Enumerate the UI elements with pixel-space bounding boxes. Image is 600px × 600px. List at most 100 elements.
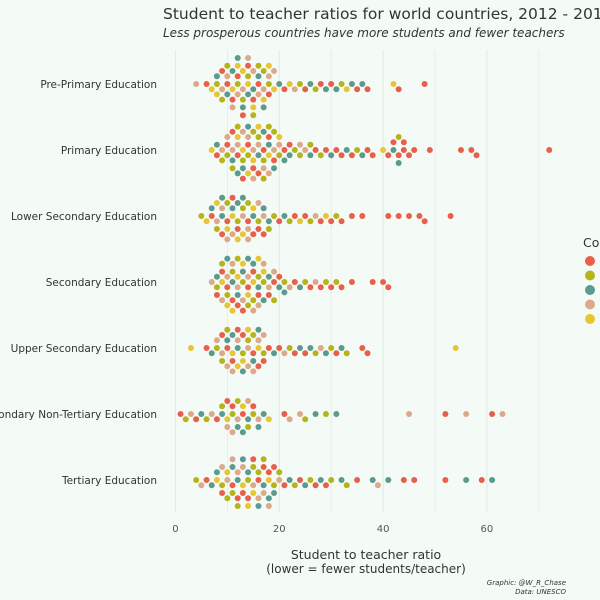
data-point [208, 279, 215, 285]
data-point [255, 284, 262, 291]
data-point [219, 403, 226, 410]
data-point [260, 165, 267, 172]
data-point [234, 345, 241, 351]
data-point [406, 213, 413, 219]
data-point [239, 147, 246, 153]
data-point [260, 86, 267, 93]
data-point [187, 345, 194, 351]
data-point [250, 268, 257, 275]
data-point [276, 218, 283, 225]
data-point [322, 279, 329, 285]
data-point [359, 345, 366, 351]
data-point [333, 213, 340, 219]
data-point [224, 255, 231, 262]
data-point [276, 81, 283, 87]
data-point [245, 302, 252, 309]
data-point [229, 490, 236, 496]
data-point [245, 62, 252, 69]
data-point [245, 236, 252, 243]
data-point [234, 469, 241, 476]
data-point [250, 411, 257, 417]
data-point [234, 226, 241, 232]
data-point [239, 96, 246, 103]
data-point [245, 141, 252, 148]
data-point [219, 332, 226, 338]
data-point [291, 147, 298, 153]
data-point [250, 368, 257, 375]
data-point [364, 147, 371, 153]
data-point [229, 297, 236, 304]
data-point [213, 337, 220, 344]
data-point [312, 147, 319, 153]
data-point [265, 91, 272, 98]
data-point [234, 503, 241, 509]
data-point [281, 289, 288, 296]
data-point [265, 73, 272, 80]
data-point [395, 160, 402, 166]
data-point [297, 152, 303, 159]
data-point [234, 62, 241, 69]
data-point [286, 152, 293, 159]
data-point [224, 363, 231, 370]
data-point [250, 490, 257, 496]
data-point [260, 482, 267, 489]
data-point [260, 332, 267, 338]
data-point [380, 279, 387, 285]
data-point [328, 218, 335, 225]
data-point [343, 86, 350, 93]
data-point [245, 134, 252, 140]
data-point [322, 350, 329, 357]
data-point [224, 62, 231, 69]
data-point [193, 81, 200, 87]
data-point [239, 175, 246, 182]
data-point [385, 477, 392, 483]
data-point [250, 157, 257, 164]
data-point [219, 279, 226, 285]
data-point [260, 490, 267, 496]
data-point [239, 411, 246, 417]
data-point [224, 302, 231, 309]
data-point [286, 218, 293, 225]
data-point [239, 86, 246, 93]
data-point [234, 123, 241, 130]
data-point [239, 112, 246, 119]
data-point [219, 268, 226, 275]
data-point [343, 482, 350, 489]
data-point [271, 86, 278, 93]
data-point [213, 226, 220, 232]
data-point [265, 284, 272, 291]
x-axis-ticks: 0 20 40 60 [172, 524, 493, 535]
data-point [291, 213, 298, 219]
data-point [317, 152, 324, 159]
data-point [213, 152, 220, 159]
data-point [333, 279, 340, 285]
data-point [234, 141, 241, 148]
data-point [302, 350, 309, 357]
data-point [250, 205, 257, 212]
data-point [265, 141, 272, 148]
data-point [234, 363, 241, 370]
data-point [338, 345, 345, 351]
data-point [224, 218, 231, 225]
data-point [255, 337, 262, 344]
data-point [255, 141, 262, 148]
data-point [245, 123, 252, 130]
data-point [255, 469, 262, 476]
data-point [219, 464, 226, 470]
data-point [255, 292, 262, 298]
data-point [400, 147, 407, 153]
data-point [260, 279, 267, 285]
data-point [499, 411, 506, 417]
data-point [239, 482, 246, 489]
data-point [234, 134, 241, 140]
data-point [229, 403, 236, 410]
data-point [281, 279, 288, 285]
data-point [245, 73, 252, 80]
data-point [219, 205, 226, 212]
data-point [328, 345, 335, 351]
category-label: Tertiary Education [61, 475, 157, 487]
data-point [400, 139, 407, 146]
data-point [265, 273, 272, 280]
data-point [213, 416, 220, 423]
data-point [457, 147, 464, 153]
